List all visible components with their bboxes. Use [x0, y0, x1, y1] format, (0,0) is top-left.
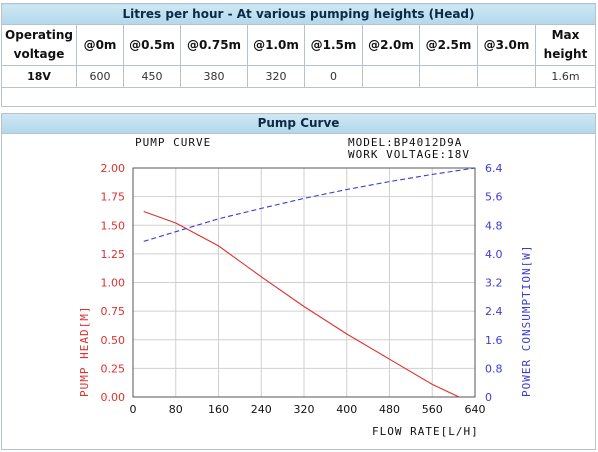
y-right-tick-label: 5.6 — [485, 191, 503, 204]
y-left-tick-label: 1.00 — [101, 277, 126, 290]
header-3-0m: @3.0m — [477, 24, 536, 66]
chart-title: PUMP CURVE — [135, 136, 211, 149]
x-tick-label: 400 — [336, 403, 357, 416]
header-operating-voltage: Operating voltage — [1, 24, 77, 66]
y-left-tick-label: 1.25 — [101, 248, 126, 261]
y-right-axis-label: POWER CONSUMPTION[W] — [520, 245, 533, 397]
y-left-tick-label: 0.50 — [101, 334, 126, 347]
x-tick-label: 320 — [294, 403, 315, 416]
header-0-5m: @0.5m — [123, 24, 181, 66]
pump-curve-panel: Pump Curve — [1, 113, 596, 450]
chart-grid — [133, 168, 475, 397]
y-left-tick-label: 0.75 — [101, 305, 126, 318]
model-label: MODEL:BP4012D9A — [348, 136, 462, 149]
y-left-tick-label: 2.00 — [101, 162, 126, 175]
y-right-tick-labels: 0 0.8 1.6 2.4 3.2 4.0 4.8 5.6 6.4 — [485, 162, 503, 404]
y-right-tick-label: 1.6 — [485, 334, 503, 347]
table-header-row: Operating voltage @0m @0.5m @0.75m @1.0m… — [1, 24, 596, 66]
y-left-axis-label: PUMP HEAD[M] — [78, 306, 91, 397]
chart-series — [143, 167, 476, 398]
y-right-tick-label: 0.8 — [485, 362, 503, 375]
table-title: Litres per hour - At various pumping hei… — [1, 3, 596, 25]
x-tick-label: 560 — [422, 403, 443, 416]
flow-table: Litres per hour - At various pumping hei… — [1, 3, 596, 107]
header-0-75m: @0.75m — [180, 24, 248, 66]
header-1-0m: @1.0m — [247, 24, 305, 66]
y-left-tick-label: 0.00 — [101, 391, 126, 404]
y-right-tick-label: 3.2 — [485, 277, 503, 290]
cell-0m: 600 — [76, 65, 124, 88]
x-tick-label: 240 — [251, 403, 272, 416]
x-tick-label: 640 — [465, 403, 486, 416]
y-left-tick-label: 1.75 — [101, 191, 126, 204]
y-left-tick-label: 0.25 — [101, 362, 126, 375]
voltage-label: WORK VOLTAGE:18V — [348, 148, 470, 161]
cell-0-5m: 450 — [123, 65, 181, 88]
x-tick-label: 480 — [379, 403, 400, 416]
y-right-tick-label: 4.8 — [485, 219, 503, 232]
x-tick-label: 160 — [208, 403, 229, 416]
table-spacer — [1, 87, 596, 107]
plot-area-frame — [132, 167, 476, 398]
header-max-height: Max height — [535, 24, 596, 66]
x-axis-label: FLOW RATE[L/H] — [372, 425, 479, 438]
y-right-tick-label: 2.4 — [485, 305, 503, 318]
x-tick-label: 80 — [169, 403, 183, 416]
series-line-power — [143, 167, 476, 242]
x-tick-label: 0 — [130, 403, 137, 416]
y-left-tick-label: 1.50 — [101, 219, 126, 232]
y-left-tick-labels: 0.00 0.25 0.50 0.75 1.00 1.25 1.50 1.75 2.00 — [101, 162, 126, 404]
y-right-tick-label: 0 — [485, 391, 492, 404]
y-right-tick-label: 6.4 — [485, 162, 503, 175]
x-tick-labels: 0 80 160 240 320 400 480 560 640 — [130, 403, 486, 416]
y-right-tick-label: 4.0 — [485, 248, 503, 261]
pump-curve-title: Pump Curve — [2, 114, 595, 134]
series-line-head — [143, 210, 460, 398]
